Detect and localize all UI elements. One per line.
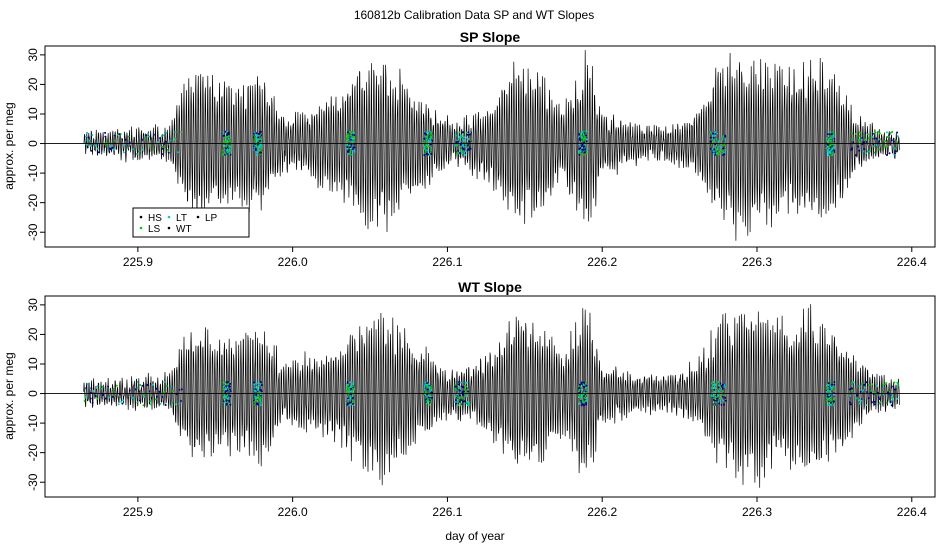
sp-slope-trace [83,50,900,241]
sp-slope-calibration-points [850,130,899,157]
sp-slope-calibration-points [423,131,433,157]
wt-slope-y-tick-label: -10 [26,414,40,432]
wt-slope-plot-area [45,304,935,488]
legend-label-lp: LP [205,213,218,224]
wt-slope-x-tick-label: 226.3 [742,505,772,519]
sp-slope-calibration-points [253,130,263,157]
legend-label-lt: LT [176,213,187,224]
wt-slope-ylabel: approx. per meg [2,352,16,439]
wt-slope-y-axis: -30 -20 -10 0 10 20 30 [26,298,45,491]
wt-slope-calibration-points [849,381,900,407]
figure-suptitle: 160812b Calibration Data SP and WT Slope… [354,8,594,22]
wt-slope-y-tick-label: 20 [26,327,40,341]
sp-slope-y-tick-label: 0 [26,140,40,147]
wt-slope-calibration-points [423,381,433,406]
wt-slope-y-tick-label: 0 [26,390,40,397]
legend-marker-lp [196,215,200,219]
legend-label-ls: LS [148,224,161,235]
sp-slope-calibration-points [709,130,727,156]
sp-slope-y-tick-label: 30 [26,48,40,62]
wt-slope-y-tick-label: 30 [26,298,40,312]
sp-slope-panel: SP Slope approx. per meg 225.9 226.0 226.1… [2,29,936,269]
legend-label-hs: HS [148,213,162,224]
wt-slope-y-tick-label: -20 [26,444,40,462]
x-axis-label: day of year [445,529,504,543]
sp-slope-x-tick-label: 226.0 [278,255,308,269]
wt-slope-x-axis: 225.9 226.0 226.1 226.2 226.3 226.4 [123,497,927,519]
wt-slope-title: WT Slope [458,279,522,295]
wt-slope-y-tick-label: -30 [26,473,40,491]
wt-slope-calibration-points [222,381,232,407]
sp-slope-calibration-points [578,130,588,156]
wt-slope-calibration-points [454,380,471,407]
wt-slope-x-tick-label: 226.2 [587,505,617,519]
sp-slope-calibration-points [454,131,472,156]
wt-slope-calibration-points [578,381,588,407]
wt-slope-panel: WT Slope approx. per meg 225.9 226.0 226.1… [2,279,936,519]
sp-slope-y-tick-label: -30 [26,223,40,241]
sp-slope-y-tick-label: 10 [26,107,40,121]
sp-slope-frame [44,45,936,248]
sp-slope-x-tick-label: 226.1 [432,255,462,269]
sp-slope-x-tick-label: 226.4 [897,255,927,269]
legend: HS LS LT WT LP [132,207,250,238]
wt-slope-trace [83,304,900,488]
wt-slope-y-tick-label: 10 [26,357,40,371]
wt-slope-frame [44,295,936,498]
wt-slope-x-tick-label: 226.1 [432,505,462,519]
wt-slope-x-tick-label: 225.9 [123,505,153,519]
sp-slope-y-axis: -30 -20 -10 0 10 20 30 [26,48,45,241]
sp-slope-x-tick-label: 225.9 [123,255,153,269]
wt-slope-calibration-points [253,381,263,406]
legend-box [132,207,250,238]
wt-slope-x-tick-label: 226.0 [278,505,308,519]
sp-slope-x-tick-label: 226.2 [587,255,617,269]
sp-slope-y-tick-label: -10 [26,164,40,182]
wt-slope-x-tick-label: 226.4 [897,505,927,519]
sp-slope-calibration-points [345,131,356,156]
wt-slope-calibration-points [346,381,356,407]
legend-marker-hs [139,215,143,219]
legend-label-wt: WT [176,224,192,235]
wt-slope-calibration-points [825,381,836,407]
legend-marker-lt [167,215,171,219]
sp-slope-y-tick-label: 20 [26,77,40,91]
sp-slope-ylabel: approx. per meg [2,102,16,189]
wt-slope-calibration-points [710,380,727,406]
sp-slope-calibration-points [825,131,836,157]
sp-slope-y-tick-label: -20 [26,194,40,212]
legend-marker-wt [167,226,171,230]
sp-slope-title: SP Slope [460,29,521,45]
sp-slope-calibration-points [84,131,183,156]
legend-marker-ls [139,226,143,230]
sp-slope-x-tick-label: 226.3 [742,255,772,269]
sp-slope-x-axis: 225.9 226.0 226.1 226.2 226.3 226.4 [123,247,927,269]
wt-slope-calibration-points [83,381,183,407]
sp-slope-plot-area [45,50,935,241]
